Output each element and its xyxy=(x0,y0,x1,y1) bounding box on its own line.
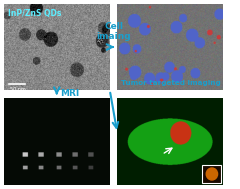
Text: 50 nm: 50 nm xyxy=(10,87,26,92)
Text: Tumor targeted imaging: Tumor targeted imaging xyxy=(121,80,221,86)
Text: MRI: MRI xyxy=(60,90,80,98)
Text: InP/ZnS QDs: InP/ZnS QDs xyxy=(8,9,61,18)
Text: Cell
imaing: Cell imaing xyxy=(96,22,131,41)
Ellipse shape xyxy=(206,168,218,180)
Bar xyxy=(203,165,221,183)
